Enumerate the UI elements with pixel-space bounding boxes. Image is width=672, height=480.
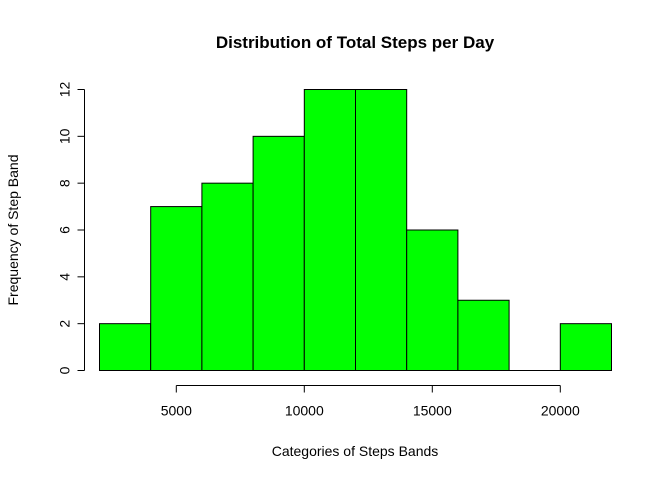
histogram-bar [201, 182, 254, 371]
y-axis: 0 2 4 6 8 10 12 [57, 82, 85, 374]
x-tick-label: 10000 [285, 403, 324, 419]
histogram-bar [355, 89, 408, 371]
y-tick-label: 4 [57, 273, 73, 281]
x-tick-label: 20000 [541, 403, 580, 419]
y-tick-label: 2 [57, 320, 73, 328]
y-tick-label: 10 [57, 128, 73, 144]
histogram-bar [252, 135, 305, 371]
chart-title: Distribution of Total Steps per Day [216, 33, 495, 52]
histogram-bar [559, 323, 612, 371]
y-tick-label: 6 [57, 226, 73, 234]
bars-group [99, 89, 612, 371]
x-tick-label: 15000 [413, 403, 452, 419]
y-tick-label: 0 [57, 366, 73, 374]
y-axis-label: Frequency of Step Band [5, 155, 21, 306]
histogram-bar [303, 89, 356, 371]
histogram-bar [406, 229, 459, 371]
x-tick-label: 5000 [161, 403, 192, 419]
x-axis: 5000 10000 15000 20000 [161, 385, 580, 419]
y-tick-label: 12 [57, 82, 73, 98]
histogram-bar [457, 299, 510, 371]
histogram-bar [99, 323, 152, 371]
x-axis-label: Categories of Steps Bands [272, 443, 439, 459]
histogram-bar [150, 206, 203, 371]
y-tick-label: 8 [57, 179, 73, 187]
